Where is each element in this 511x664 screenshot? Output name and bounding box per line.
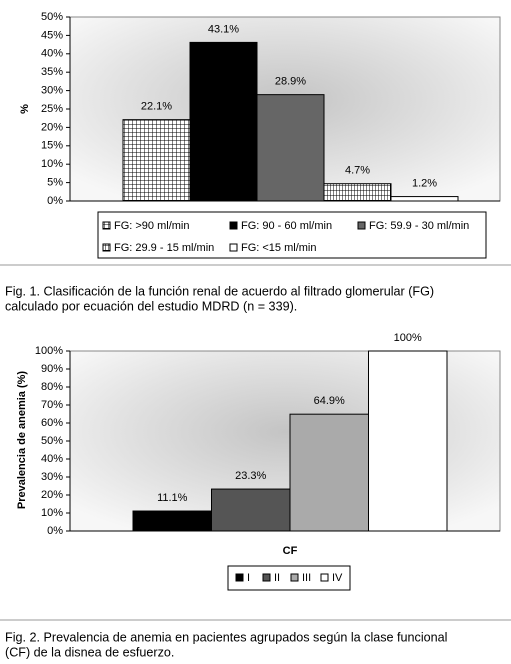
legend-box <box>97 211 487 259</box>
value-label: 100% <box>394 332 422 344</box>
y-tick-label: 100% <box>35 345 63 357</box>
y-tick-label: 5% <box>47 177 63 189</box>
caption: Fig. 1. Clasificación de la función rena… <box>5 284 434 298</box>
y-tick-label: 45% <box>41 29 63 41</box>
y-tick-label: 35% <box>41 66 63 78</box>
y-axis-label: Prevalencia de anemia (%) <box>16 371 28 510</box>
bar <box>189 41 258 202</box>
y-tick-label: 30% <box>41 471 63 483</box>
legend-swatch <box>235 573 244 582</box>
legend-swatch <box>290 573 299 582</box>
y-tick-label: 90% <box>41 363 63 375</box>
value-label: 28.9% <box>275 76 306 88</box>
y-tick-label: 20% <box>41 121 63 133</box>
legend-swatch <box>102 243 111 252</box>
y-tick-label: 50% <box>41 435 63 447</box>
y-tick-label: 10% <box>41 507 63 519</box>
y-tick-label: 60% <box>41 417 63 429</box>
legend-label: III <box>302 572 311 584</box>
y-tick-label: 40% <box>41 453 63 465</box>
caption: calculado por ecuación del estudio MDRD … <box>5 299 297 313</box>
bar <box>211 488 291 532</box>
value-label: 64.9% <box>314 395 345 407</box>
legend-swatch <box>229 221 238 230</box>
legend-swatch <box>357 221 366 230</box>
x-axis-label: CF <box>283 545 298 557</box>
legend-swatch <box>320 573 329 582</box>
y-axis-label: % <box>19 104 31 114</box>
legend-label: I <box>247 572 250 584</box>
bar <box>368 350 448 532</box>
legend-label: FG: >90 ml/min <box>114 220 190 232</box>
y-tick-label: 10% <box>41 158 63 170</box>
legend-swatch <box>102 221 111 230</box>
y-tick-label: 0% <box>47 525 63 537</box>
value-label: 1.2% <box>412 177 437 189</box>
value-label: 11.1% <box>157 492 188 504</box>
legend-label: FG: <15 ml/min <box>241 242 317 254</box>
legend-label: FG: 90 - 60 ml/min <box>241 220 332 232</box>
bar <box>323 183 392 202</box>
legend-swatch <box>262 573 271 582</box>
y-tick-label: 80% <box>41 381 63 393</box>
value-label: 22.1% <box>141 101 172 113</box>
legend-box <box>227 565 351 591</box>
y-tick-label: 25% <box>41 103 63 115</box>
legend-label: II <box>274 572 280 584</box>
caption: (CF) de la disnea de esfuerzo. <box>5 645 174 659</box>
legend-label: IV <box>332 572 343 584</box>
bar <box>390 196 459 202</box>
legend-label: FG: 29.9 - 15 ml/min <box>114 242 214 254</box>
y-tick-label: 30% <box>41 85 63 97</box>
y-tick-label: 50% <box>41 11 63 23</box>
y-tick-label: 40% <box>41 48 63 60</box>
value-label: 23.3% <box>235 470 266 482</box>
value-label: 43.1% <box>208 23 239 35</box>
value-label: 4.7% <box>345 165 370 177</box>
caption: Fig. 2. Prevalencia de anemia en pacient… <box>5 630 447 644</box>
bar <box>132 510 212 532</box>
y-tick-label: 15% <box>41 140 63 152</box>
y-tick-label: 0% <box>47 195 63 207</box>
legend-label: FG: 59.9 - 30 ml/min <box>369 220 469 232</box>
y-tick-label: 20% <box>41 489 63 501</box>
bar <box>289 413 369 532</box>
legend-swatch <box>229 243 238 252</box>
y-tick-label: 70% <box>41 399 63 411</box>
bar <box>256 94 325 202</box>
bar <box>122 119 191 202</box>
